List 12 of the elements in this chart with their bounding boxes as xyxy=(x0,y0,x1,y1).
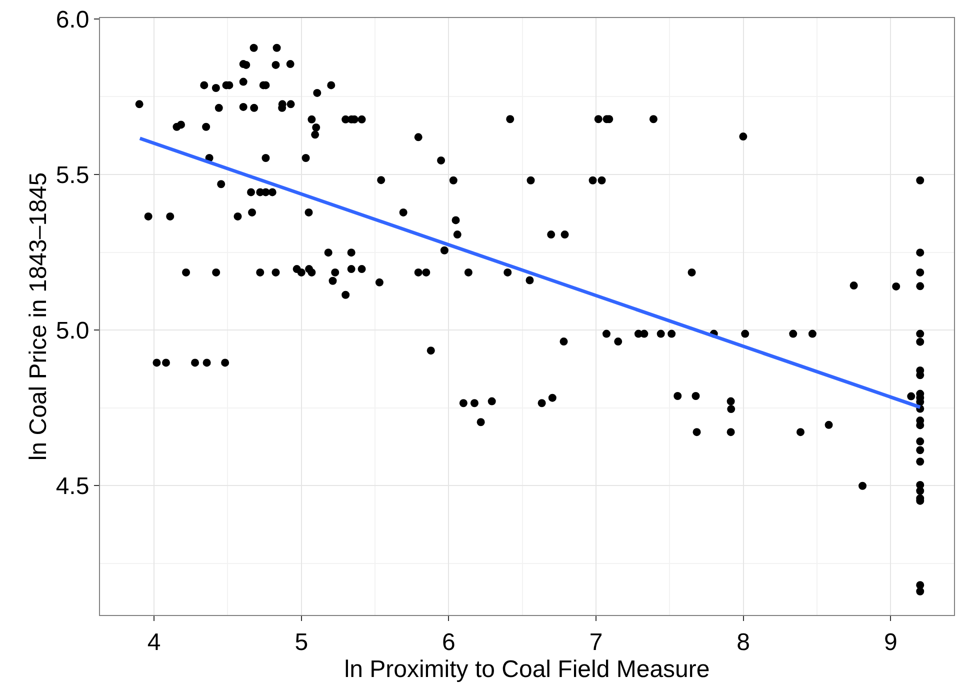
y-tick-label: 4.5 xyxy=(56,472,90,500)
x-axis-title: ln Proximity to Coal Field Measure xyxy=(344,656,710,683)
x-tick-label: 8 xyxy=(736,628,750,656)
x-tick-label: 4 xyxy=(147,628,161,656)
x-tick-label: 7 xyxy=(589,628,603,656)
x-tick-label: 6 xyxy=(442,628,456,656)
y-axis-title: ln Coal Price in 1843–1845 xyxy=(24,172,52,461)
y-tick-label: 5.0 xyxy=(56,317,90,344)
y-tick-label: 6.0 xyxy=(56,6,90,34)
x-tick-label: 5 xyxy=(294,628,308,656)
y-tick-label: 5.5 xyxy=(56,162,90,189)
x-tick-label: 9 xyxy=(884,628,898,656)
